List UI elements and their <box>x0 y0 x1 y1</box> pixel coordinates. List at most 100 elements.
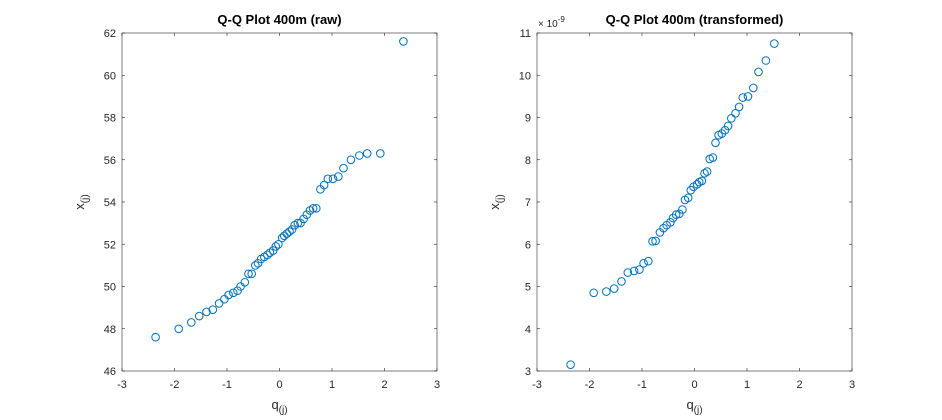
transformed-y-tick-label: 4 <box>525 324 531 336</box>
transformed-data-point <box>700 169 709 178</box>
raw-data-point <box>323 174 333 184</box>
transformed-x-tick-label: -3 <box>532 379 542 391</box>
raw-x-axis-label: q(j) <box>271 397 287 416</box>
transformed-plot-title: Q-Q Plot 400m (transformed) <box>606 12 784 27</box>
raw-y-axis-label: x(j) <box>72 194 91 209</box>
raw-data-point <box>187 318 196 327</box>
transformed-data-point <box>671 210 681 219</box>
raw-data-point <box>319 180 329 190</box>
raw-data-point <box>268 246 278 255</box>
raw-data-point <box>302 210 312 219</box>
raw-data-point <box>229 288 238 298</box>
transformed-y-tick-label: 8 <box>525 155 531 167</box>
transformed-y-exponent: × 10-9 <box>538 15 565 30</box>
transformed-data-point <box>609 284 619 293</box>
raw-x-tick-label: 2 <box>381 379 387 391</box>
raw-data-point <box>308 204 318 213</box>
raw-y-axis-label-main: x <box>72 203 87 210</box>
raw-data-point <box>214 299 224 308</box>
transformed-plot-area <box>536 32 853 372</box>
transformed-y-tick-label: 6 <box>525 239 531 251</box>
raw-x-ticks: -3 -2 -1 0 1 2 3 <box>117 33 440 391</box>
raw-data-point <box>355 151 364 160</box>
transformed-data-point <box>648 237 657 246</box>
raw-qq-plot: Q-Q Plot 400m (raw) 46 48 50 52 54 56 58 60 62 -… <box>72 12 440 416</box>
transformed-data-point <box>639 259 648 268</box>
transformed-data-point <box>720 125 730 135</box>
transformed-data-point <box>666 218 675 227</box>
raw-x-tick-label: 0 <box>276 379 282 391</box>
transformed-x-tick-label: 1 <box>744 379 750 391</box>
transformed-x-tick-label: -2 <box>585 379 595 391</box>
transformed-x-axis-label: q(j) <box>686 397 702 416</box>
raw-data-point <box>362 149 372 158</box>
raw-data-point <box>263 250 272 260</box>
transformed-y-axis-label-main: x <box>487 203 502 210</box>
raw-data-point <box>285 227 294 236</box>
raw-x-tick-label: -2 <box>170 379 180 391</box>
transformed-data-point <box>702 167 712 176</box>
transformed-data-point <box>708 153 718 162</box>
transformed-data-point <box>635 265 644 274</box>
raw-data-point <box>376 149 385 158</box>
raw-y-axis-label-sub: (j) <box>80 194 91 203</box>
raw-data-point <box>247 269 256 279</box>
transformed-x-tick-label: 0 <box>691 379 697 391</box>
raw-data-point <box>274 240 283 249</box>
raw-data-point <box>277 233 287 243</box>
raw-data-point <box>202 307 211 317</box>
raw-data-point <box>253 259 263 268</box>
transformed-y-tick-label: 11 <box>520 28 531 40</box>
transformed-data-point <box>629 266 639 276</box>
raw-y-tick-label: 52 <box>104 239 116 251</box>
transformed-data-point <box>589 288 599 298</box>
transformed-y-exponent-base: × 10 <box>538 19 558 30</box>
raw-y-tick-label: 62 <box>104 28 116 40</box>
transformed-data-point <box>738 93 748 102</box>
raw-points <box>151 37 408 342</box>
raw-y-tick-label: 56 <box>104 155 116 167</box>
raw-data-point <box>293 218 303 228</box>
transformed-qq-plot: Q-Q Plot 400m (transformed) 34567891011 … <box>487 12 855 416</box>
transformed-x-tick-label: -1 <box>637 379 647 391</box>
raw-data-point <box>346 155 356 165</box>
transformed-x-ticks: -3 -2 -1 0 1 2 3 <box>532 33 855 391</box>
raw-y-tick-label: 58 <box>104 113 116 125</box>
transformed-data-point <box>617 277 626 286</box>
raw-data-point <box>328 174 338 184</box>
transformed-data-point <box>683 193 693 203</box>
transformed-data-point <box>602 287 611 296</box>
raw-data-point <box>271 242 281 251</box>
raw-data-point <box>339 163 348 173</box>
raw-y-tick-label: 46 <box>104 366 116 378</box>
transformed-data-point <box>678 205 687 214</box>
raw-plot-area <box>121 32 438 372</box>
raw-data-point <box>279 231 289 241</box>
transformed-data-point <box>734 102 744 112</box>
raw-x-axis-label-sub: (j) <box>279 405 288 416</box>
transformed-x-axis-label-sub: (j) <box>694 405 703 416</box>
raw-data-point <box>208 305 218 315</box>
raw-data-point <box>282 229 292 238</box>
transformed-data-point <box>770 39 779 48</box>
raw-data-point <box>251 261 260 270</box>
transformed-y-tick-label: 5 <box>525 282 531 294</box>
raw-data-point <box>240 278 250 287</box>
transformed-y-tick-label: 7 <box>525 197 531 209</box>
raw-data-point <box>399 37 408 46</box>
transformed-data-point <box>659 223 668 233</box>
transformed-data-point <box>754 67 763 77</box>
transformed-data-point <box>711 138 720 148</box>
raw-y-tick-label: 54 <box>104 197 116 209</box>
transformed-data-point <box>697 176 707 186</box>
transformed-x-tick-label: 3 <box>849 379 855 391</box>
transformed-data-point <box>723 121 733 131</box>
transformed-data-point <box>743 92 753 101</box>
raw-data-point <box>312 204 321 213</box>
transformed-data-point <box>731 109 740 118</box>
raw-plot-title: Q-Q Plot 400m (raw) <box>217 12 341 27</box>
transformed-x-tick-label: 2 <box>796 379 802 391</box>
transformed-x-axis-label-main: q <box>686 397 693 412</box>
transformed-data-point <box>727 114 736 123</box>
raw-y-ticks: 46 48 50 52 54 56 58 60 62 <box>104 28 437 378</box>
